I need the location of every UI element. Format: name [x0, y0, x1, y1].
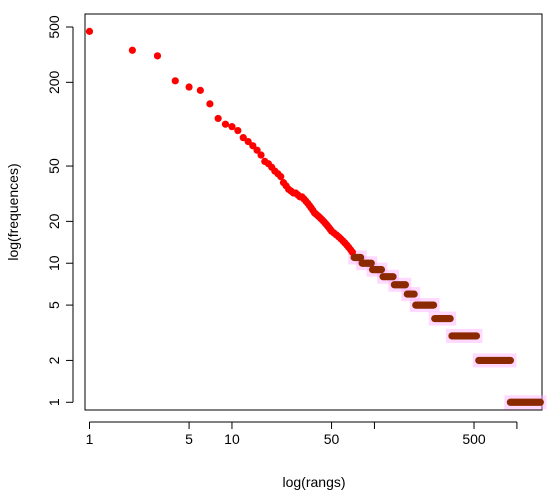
data-point	[171, 77, 179, 85]
data-point	[234, 126, 242, 135]
y-axis-label: log(frequences)	[5, 163, 21, 260]
y-tick-label: 20	[46, 213, 62, 229]
x-tick-label: 50	[324, 431, 340, 447]
data-point	[277, 172, 285, 181]
x-tick-label: 1	[86, 431, 94, 447]
y-tick-label: 2	[46, 356, 62, 364]
y-tick-label: 1	[46, 398, 62, 406]
y-tick-label: 50	[46, 158, 62, 174]
x-axis-label: log(rangs)	[282, 474, 345, 490]
data-point-layer	[85, 27, 544, 406]
data-point	[221, 120, 230, 128]
data-point	[257, 151, 265, 159]
y-axis: 1 2 5 10 20 50 200 500	[46, 15, 74, 406]
data-point	[228, 123, 236, 131]
data-point	[85, 27, 94, 35]
data-point	[253, 146, 261, 154]
fitted-band-layer	[348, 250, 547, 410]
data-point	[206, 100, 214, 108]
data-point	[153, 52, 162, 60]
data-point	[185, 83, 193, 91]
y-tick-label: 200	[46, 70, 62, 94]
plot-frame	[84, 13, 543, 411]
data-point	[214, 114, 222, 123]
data-point	[244, 137, 252, 146]
x-axis: 1 5 10 50 500	[86, 421, 518, 447]
y-tick-label: 5	[46, 301, 62, 309]
y-tick-label: 10	[46, 255, 62, 271]
y-tick-label: 500	[46, 15, 62, 39]
x-tick-label: 500	[462, 431, 486, 447]
data-point	[239, 134, 247, 142]
data-point	[196, 86, 204, 94]
x-tick-label: 5	[185, 431, 193, 447]
x-tick-label: 10	[224, 431, 240, 447]
data-point	[249, 142, 257, 150]
data-point	[128, 46, 136, 54]
